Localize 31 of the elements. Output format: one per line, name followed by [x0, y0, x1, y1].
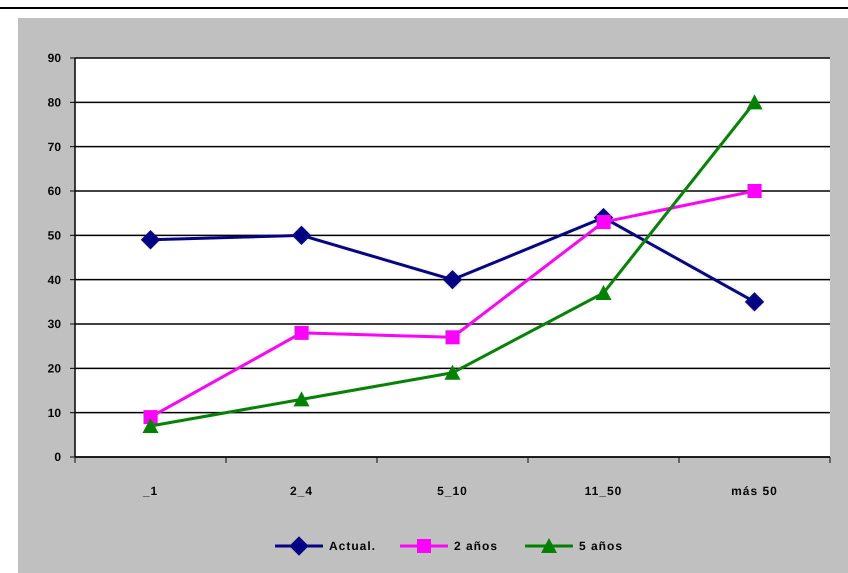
x-tick-label: más 50 [731, 484, 778, 498]
x-tick-label: 2_4 [290, 484, 314, 498]
y-tick-label: 30 [48, 317, 62, 332]
point [294, 391, 310, 406]
point [141, 230, 160, 250]
point [443, 270, 462, 290]
point [292, 226, 311, 245]
y-tick-label: 80 [48, 96, 62, 110]
legend-label: 2 años [454, 539, 498, 554]
legend-label: Actual. [329, 539, 376, 554]
y-tick-label: 40 [48, 272, 62, 287]
point [745, 292, 764, 312]
y-tick-label: 50 [48, 228, 62, 243]
legend-label: 5 años [579, 539, 624, 554]
point [446, 330, 460, 344]
point [444, 364, 460, 380]
point [596, 215, 610, 230]
y-tick-label: 10 [48, 406, 62, 420]
x-tick-label: _1 [142, 484, 158, 498]
point [294, 326, 308, 340]
point [746, 94, 762, 110]
point [142, 418, 158, 433]
y-tick-label: 90 [48, 51, 62, 66]
x-tick-label: 11_50 [584, 484, 622, 498]
y-tick-label: 20 [48, 362, 62, 376]
point [748, 184, 762, 198]
y-tick-label: 0 [54, 450, 62, 464]
y-tick-label: 60 [48, 184, 62, 198]
x-tick-label: 5_10 [437, 484, 468, 498]
y-tick-label: 70 [48, 140, 62, 154]
point [596, 284, 612, 300]
